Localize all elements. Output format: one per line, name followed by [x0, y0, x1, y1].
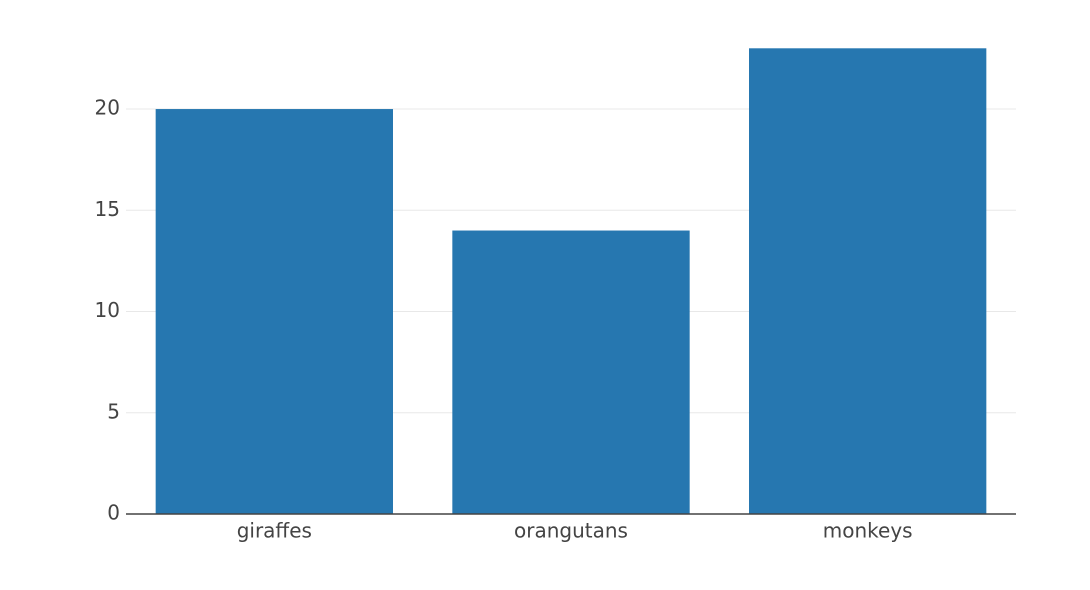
y-tick-label: 0	[107, 501, 120, 525]
y-tick-label: 5	[107, 399, 120, 423]
y-tick-label: 20	[95, 96, 120, 120]
y-tick-label: 10	[95, 298, 120, 322]
x-tick-label: monkeys	[823, 519, 913, 543]
bar	[452, 230, 690, 514]
bar	[749, 48, 987, 515]
y-tick-label: 15	[95, 197, 120, 221]
x-tick-label: giraffes	[237, 519, 312, 543]
bar	[155, 109, 393, 514]
x-tick-label: orangutans	[514, 519, 628, 543]
